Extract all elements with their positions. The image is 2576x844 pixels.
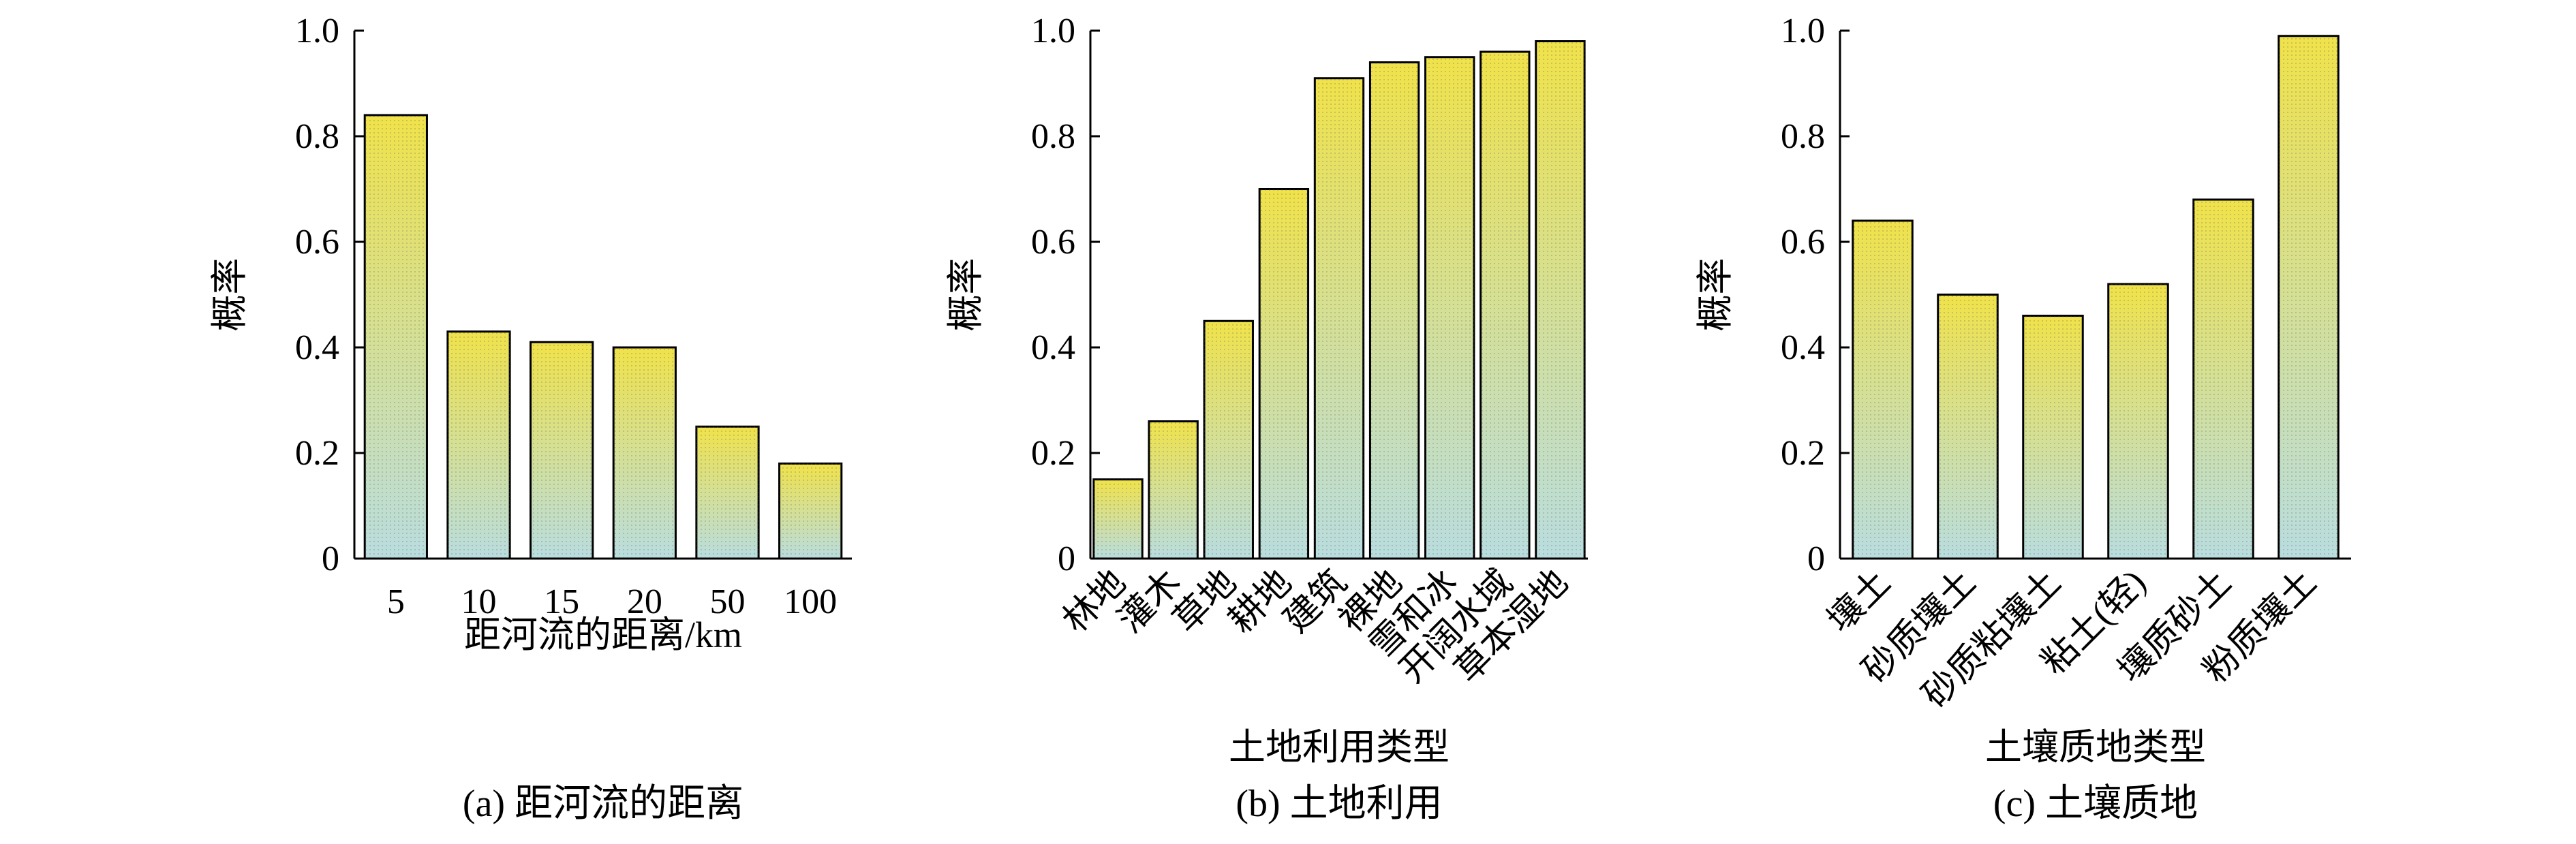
bar-texture <box>696 426 759 559</box>
bar-texture <box>1852 221 1913 559</box>
y-tick-label: 1.0 <box>1781 12 1825 50</box>
bar-texture <box>2023 315 2083 559</box>
bar-texture <box>1480 52 1530 559</box>
bar-texture <box>1259 189 1308 559</box>
bar-texture <box>1204 321 1253 559</box>
x-tick-label: 15 <box>544 582 579 621</box>
x-axis-title: 土壤质地类型 <box>1985 727 2206 768</box>
y-tick-label: 0.8 <box>1031 117 1075 156</box>
bar-texture <box>1315 78 1364 559</box>
y-tick-label: 1.0 <box>1031 12 1075 50</box>
bar-texture <box>2108 284 2168 559</box>
bar-texture <box>365 115 427 559</box>
y-tick-label: 0 <box>1058 540 1075 578</box>
bar-texture <box>779 463 842 559</box>
x-axis-title: 距河流的距离/km <box>464 614 742 655</box>
bar-texture <box>1535 41 1585 559</box>
bar-texture <box>1370 62 1419 559</box>
y-axis-title: 概率 <box>945 258 986 332</box>
x-axis-title: 土地利用类型 <box>1229 727 1450 768</box>
y-tick-label: 1.0 <box>295 12 339 50</box>
y-tick-label: 0 <box>322 540 339 578</box>
x-tick-label: 100 <box>784 582 837 621</box>
y-tick-label: 0 <box>1807 540 1825 578</box>
y-axis-title: 概率 <box>1695 258 1736 332</box>
y-tick-label: 0.8 <box>295 117 339 156</box>
y-tick-label: 0.2 <box>1031 434 1075 473</box>
y-tick-label: 0.4 <box>295 328 339 367</box>
bar-texture <box>447 331 510 559</box>
y-tick-label: 0.2 <box>295 434 339 473</box>
x-tick-label: 20 <box>627 582 662 621</box>
bar-texture <box>1093 479 1143 559</box>
panel-caption: (c) 土壤质地 <box>1993 783 2198 825</box>
x-tick-label: 10 <box>461 582 497 621</box>
y-axis-title: 概率 <box>209 258 250 332</box>
bar-texture <box>613 347 676 559</box>
panel-caption: (b) 土地利用 <box>1236 783 1442 825</box>
bar-texture <box>1425 57 1474 559</box>
bar-texture <box>1937 294 1998 559</box>
y-tick-label: 0.6 <box>1781 223 1825 262</box>
y-tick-label: 0.2 <box>1781 434 1825 473</box>
bar-texture <box>1148 421 1198 559</box>
x-tick-label: 50 <box>710 582 746 621</box>
y-tick-label: 0.6 <box>295 223 339 262</box>
chart-panel-3: 00.20.40.60.81.0壤土砂质壤土砂质粘壤土粘土(轻)壤质砂土粉质壤土… <box>1695 12 2351 825</box>
bar-texture <box>2193 200 2254 559</box>
chart-panel-2: 00.20.40.60.81.0林地灌木草地耕地建筑裸地雪和冰开阔水域草本湿地概… <box>945 12 1588 825</box>
bar-texture <box>2278 35 2339 559</box>
y-tick-label: 0.4 <box>1781 328 1825 367</box>
x-tick-label: 5 <box>387 582 405 621</box>
y-tick-label: 0.6 <box>1031 223 1075 262</box>
bar-texture <box>530 342 593 559</box>
panel-caption: (a) 距河流的距离 <box>463 783 743 825</box>
y-tick-label: 0.4 <box>1031 328 1075 367</box>
x-tick-label: 壤土 <box>1820 563 1898 640</box>
y-tick-label: 0.8 <box>1781 117 1825 156</box>
